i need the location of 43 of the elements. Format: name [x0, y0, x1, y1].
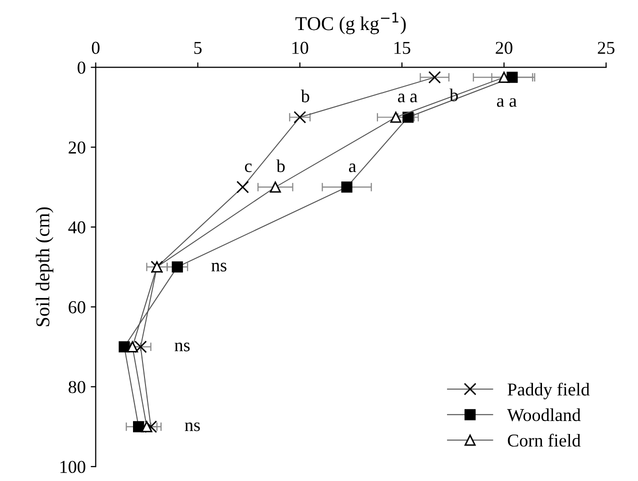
annotation: ns	[184, 422, 200, 432]
point	[402, 112, 414, 123]
annotation: a	[349, 164, 356, 172]
legend-label: Corn field	[508, 434, 581, 447]
point	[294, 110, 306, 124]
x-tick-label: 15	[394, 42, 410, 54]
legend-label: Paddy field	[508, 382, 590, 400]
x-tick-label: 10	[292, 42, 308, 54]
x-tick-label: 25	[598, 42, 614, 54]
annotation: ns	[174, 342, 190, 352]
x-axis-title: TOC (g kg$^{−1}$)	[295, 12, 406, 34]
annotation: c	[244, 164, 252, 172]
annotation: b	[276, 159, 285, 172]
point	[133, 421, 144, 432]
point	[144, 420, 158, 433]
x-tick-label: 5	[194, 42, 202, 54]
x-tick-label: 0	[92, 42, 100, 54]
annotation: a a	[496, 98, 517, 107]
y-tick-label: 80	[68, 380, 86, 394]
y-tick-label: 20	[68, 141, 86, 154]
point	[134, 340, 147, 354]
y-tick-label: 60	[68, 301, 86, 314]
point	[270, 182, 281, 193]
point	[428, 71, 441, 84]
annotation: a	[398, 94, 406, 102]
point	[141, 421, 152, 432]
point	[172, 261, 183, 273]
point	[341, 182, 352, 193]
point	[236, 180, 249, 194]
annotation: ns	[211, 262, 226, 272]
legend-label: Woodland	[507, 408, 581, 422]
y-tick-label: 0	[78, 62, 86, 74]
annotation: a	[410, 94, 418, 102]
annotation: b	[300, 90, 310, 102]
y-tick-label: 100	[60, 460, 86, 474]
point	[506, 72, 518, 83]
point	[498, 72, 510, 83]
y-tick-label: 40	[68, 221, 86, 234]
point	[118, 341, 130, 352]
x-tick-label: 20	[496, 42, 512, 54]
y-axis-title: Soil depth (cm)	[36, 207, 54, 326]
point	[126, 341, 138, 352]
point	[390, 112, 402, 123]
